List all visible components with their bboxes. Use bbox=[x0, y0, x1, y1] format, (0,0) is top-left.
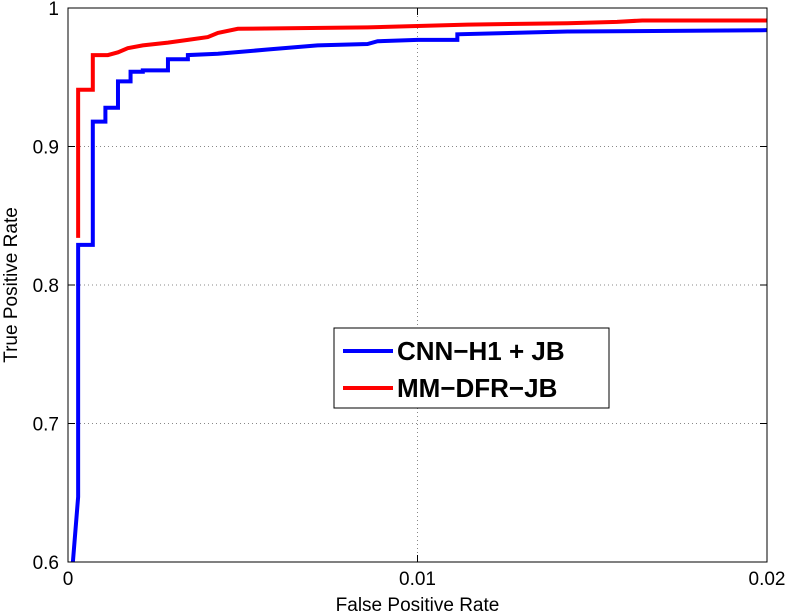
x-tick-label: 0.02 bbox=[749, 569, 786, 590]
y-tick-label: 0.6 bbox=[33, 553, 59, 574]
y-tick-label: 0.7 bbox=[33, 415, 59, 436]
legend-label-cnn-h1-jb: CNN−H1 + JB bbox=[397, 336, 565, 366]
x-tick-label: 0 bbox=[63, 569, 74, 590]
x-tick-label: 0.01 bbox=[399, 569, 436, 590]
tick-layer: 0 0.01 0.02 0.6 0.7 0.8 0.9 1 bbox=[33, 0, 786, 590]
grid-layer bbox=[68, 8, 767, 562]
y-tick-label: 0.9 bbox=[33, 138, 59, 159]
series-layer bbox=[70, 18, 768, 563]
legend-label-mm-dfr-jb: MM−DFR−JB bbox=[397, 373, 557, 403]
y-axis-label: True Positive Rate bbox=[1, 207, 22, 363]
series-line-mm-dfr-jb bbox=[76, 18, 767, 238]
legend: CNN−H1 + JB MM−DFR−JB bbox=[333, 327, 610, 409]
x-axis-label: False Positive Rate bbox=[336, 595, 500, 614]
y-tick-label: 1 bbox=[48, 0, 59, 20]
series-line-cnn-h1-jb bbox=[70, 28, 768, 563]
y-tick-label: 0.8 bbox=[33, 276, 59, 297]
legend-box bbox=[333, 327, 610, 409]
